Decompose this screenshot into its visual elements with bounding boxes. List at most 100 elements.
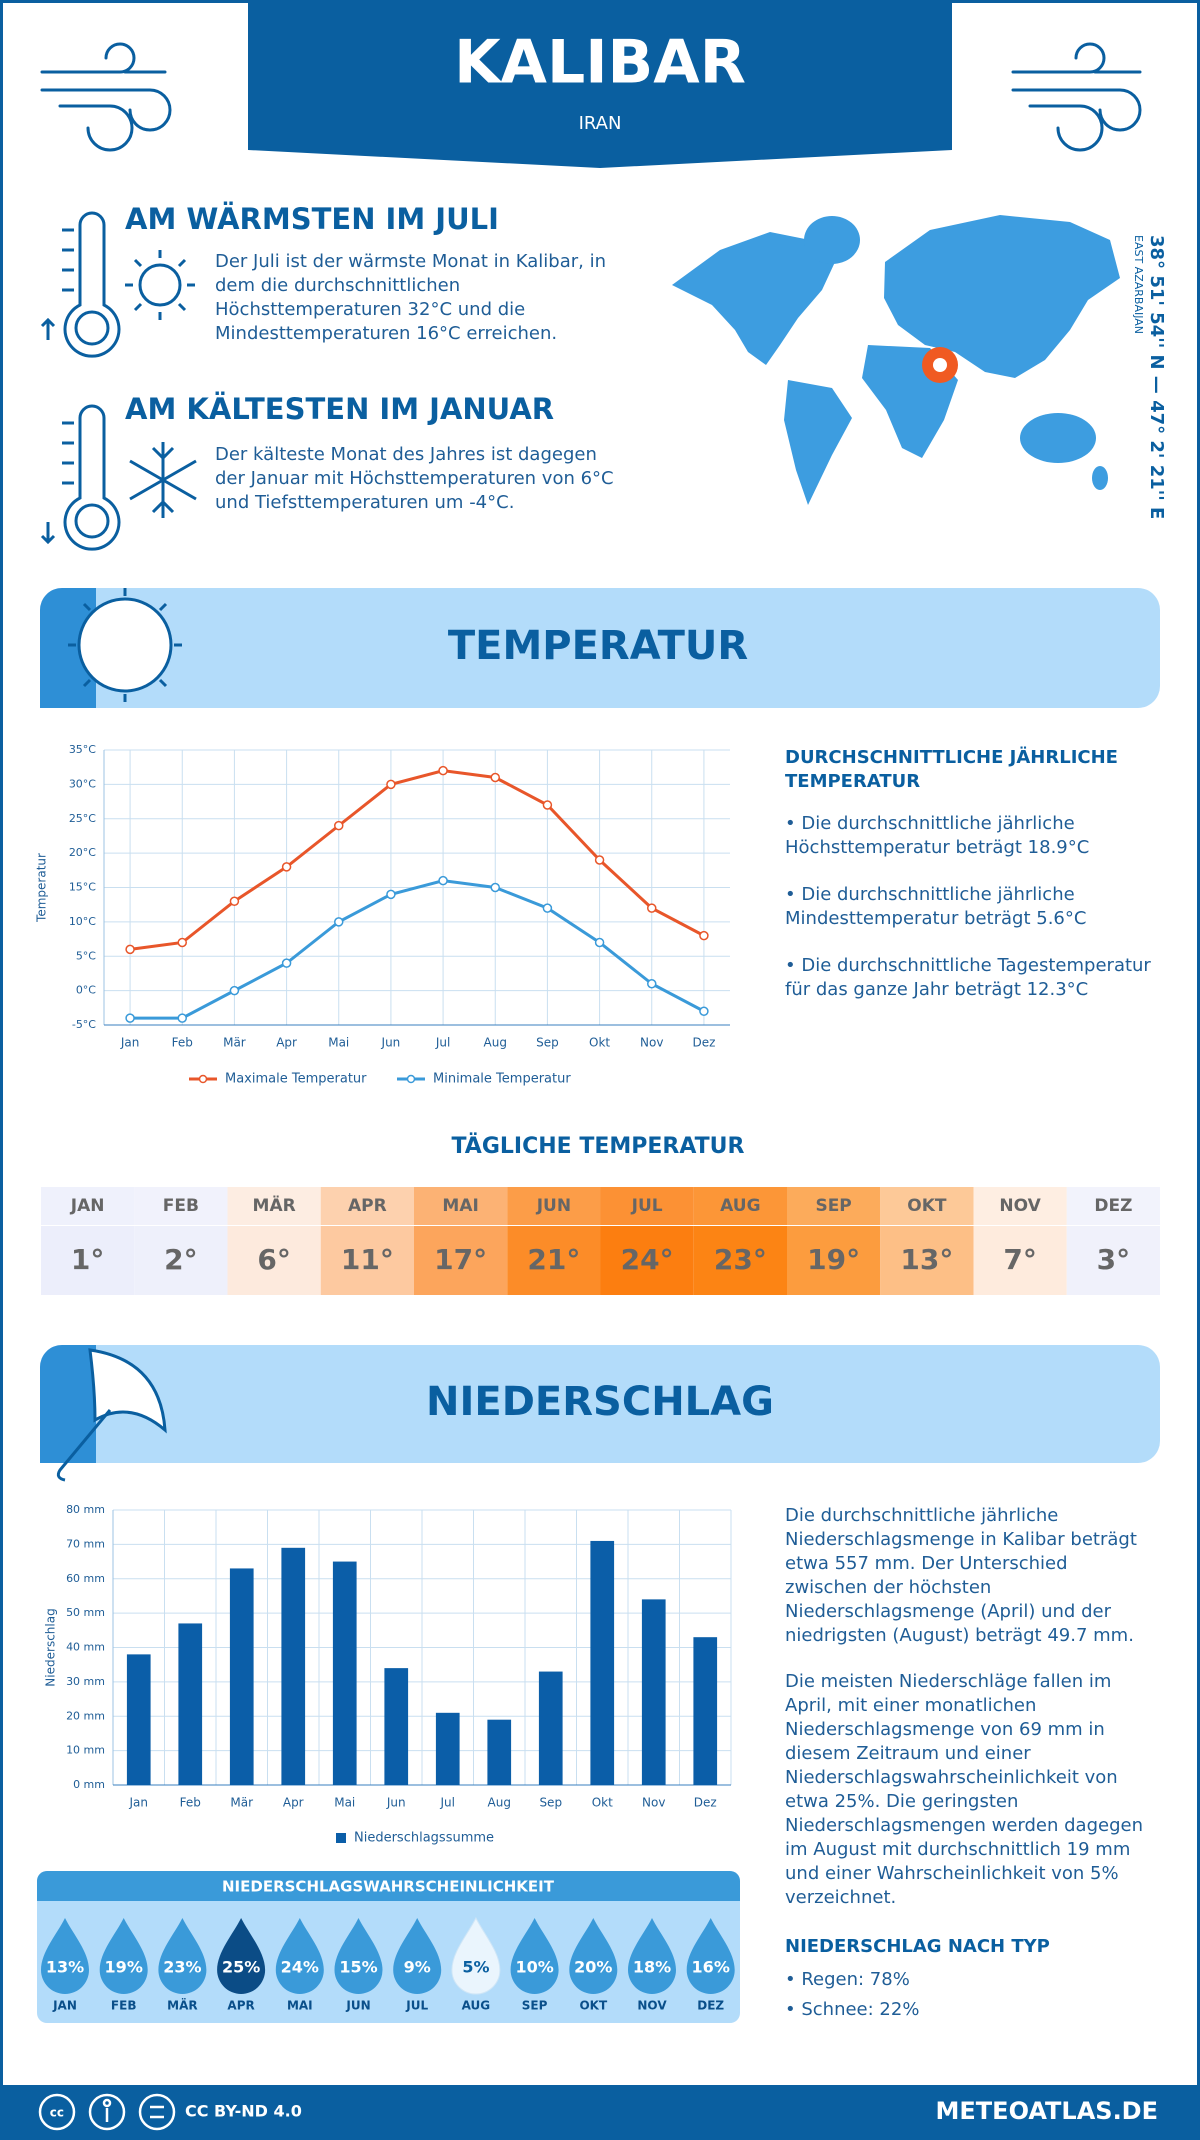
y-tick-label: -5°C xyxy=(72,1018,96,1031)
y-tick-label: 35°C xyxy=(69,743,96,756)
x-tick-label: Mai xyxy=(328,1036,349,1050)
temperature-banner xyxy=(40,588,1160,708)
sun-icon xyxy=(68,588,182,702)
probability-drop xyxy=(628,1918,676,1994)
table-value-cell xyxy=(973,1226,1067,1295)
probability-month: DEZ xyxy=(697,1999,724,2013)
thermometer-warm-icon xyxy=(40,211,195,358)
probability-month: OKT xyxy=(579,1999,608,2013)
table-value-cell xyxy=(507,1226,601,1295)
x-tick-label: Sep xyxy=(536,1036,559,1050)
data-point xyxy=(334,820,344,831)
probability-month: AUG xyxy=(462,1999,491,2013)
probability-value: 18% xyxy=(633,1958,671,1977)
x-tick-label: Mär xyxy=(223,1036,246,1050)
y-tick-label: 50 mm xyxy=(66,1606,105,1619)
y-tick-label: 10°C xyxy=(69,915,96,928)
y-tick-label: 20 mm xyxy=(66,1709,105,1722)
data-point xyxy=(438,765,448,776)
data-point xyxy=(594,855,605,865)
table-value-cell xyxy=(1066,1226,1160,1295)
probability-month: FEB xyxy=(111,1999,137,2013)
summary-item: • Die durchschnittliche jährliche Höchst… xyxy=(785,813,1090,858)
city-title: KALIBAR xyxy=(454,28,746,98)
data-point xyxy=(386,889,396,900)
probability-value: 23% xyxy=(163,1958,201,1977)
summary-item: • Die durchschnittliche jährliche Mindes… xyxy=(785,884,1087,929)
probability-title: NIEDERSCHLAGSWAHRSCHEINLICHKEIT xyxy=(222,1878,555,1896)
table-header-cell xyxy=(693,1187,787,1225)
probability-value: 13% xyxy=(46,1958,84,1977)
data-point xyxy=(490,882,500,893)
data-point xyxy=(594,937,605,948)
data-point xyxy=(177,937,187,948)
table-header-cell xyxy=(414,1187,508,1225)
table-value: 17° xyxy=(434,1243,487,1276)
probability-month: APR xyxy=(227,1999,254,2013)
data-point xyxy=(229,896,240,906)
section-title: NIEDERSCHLAG xyxy=(426,1379,774,1425)
table-header-cell xyxy=(320,1187,414,1225)
probability-month: MÄR xyxy=(167,1998,197,2013)
data-point xyxy=(490,772,500,783)
y-tick-label: 40 mm xyxy=(66,1641,105,1654)
table-month: APR xyxy=(348,1196,387,1216)
warmest-text: Der Juli ist der wärmste Monat in Kaliba… xyxy=(215,251,606,344)
coldest-title: AM KÄLTESTEN IM JANUAR xyxy=(125,392,555,426)
table-value-cell xyxy=(227,1226,321,1295)
section-title: TEMPERATUR xyxy=(448,623,748,669)
x-tick-label: Jul xyxy=(440,1796,455,1810)
data-point xyxy=(125,1013,135,1023)
probability-drop xyxy=(99,1918,148,1994)
x-tick-label: Aug xyxy=(484,1036,507,1050)
footer-bar xyxy=(0,2085,1200,2140)
table-month: MÄR xyxy=(253,1194,296,1216)
table-value: 21° xyxy=(527,1243,580,1276)
site-name[interactable]: METEOATLAS.DE xyxy=(936,2097,1158,2125)
license-icons xyxy=(38,2093,176,2131)
y-axis-label: Temperatur xyxy=(35,853,49,923)
x-tick-label: Jun xyxy=(386,1796,406,1810)
table-value-cell xyxy=(880,1226,974,1295)
probability-drop xyxy=(275,1918,324,1994)
table-value-cell xyxy=(320,1226,414,1295)
wind-icon xyxy=(1011,42,1142,152)
legend-swatch xyxy=(336,1833,346,1843)
x-tick-label: Mär xyxy=(230,1796,253,1810)
probability-drop xyxy=(334,1918,383,1994)
probability-value: 19% xyxy=(105,1958,143,1977)
x-tick-label: Nov xyxy=(640,1036,663,1050)
country-subtitle: IRAN xyxy=(579,113,622,134)
umbrella-icon xyxy=(56,1348,167,1482)
legend-swatch-point xyxy=(198,1074,208,1084)
data-point xyxy=(647,979,657,989)
cc-mark: cc xyxy=(50,2106,64,2120)
x-tick-label: Apr xyxy=(283,1796,304,1810)
data-point xyxy=(177,1013,187,1023)
x-tick-label: Apr xyxy=(276,1036,297,1050)
y-tick-label: 15°C xyxy=(69,881,96,894)
probability-month: NOV xyxy=(637,1999,667,2013)
x-tick-label: Okt xyxy=(592,1796,613,1810)
table-value: 3° xyxy=(1097,1243,1130,1276)
legend-swatch-point xyxy=(406,1074,416,1084)
data-point xyxy=(542,903,553,913)
data-point xyxy=(334,917,344,927)
table-value: 19° xyxy=(807,1243,860,1276)
probability-value: 24% xyxy=(281,1958,319,1977)
table-header-cell xyxy=(600,1187,694,1225)
table-month: MAI xyxy=(442,1196,478,1216)
table-value-cell xyxy=(41,1226,135,1295)
data-point xyxy=(542,800,553,810)
table-header-cell xyxy=(973,1187,1067,1225)
probability-month: JAN xyxy=(52,1999,77,2013)
table-value: 24° xyxy=(621,1243,674,1276)
probability-value: 10% xyxy=(515,1958,553,1977)
y-tick-label: 30°C xyxy=(69,777,96,790)
x-tick-label: Feb xyxy=(172,1036,193,1050)
bar xyxy=(126,1654,151,1785)
probability-value: 25% xyxy=(222,1958,260,1977)
probability-month: JUL xyxy=(405,1999,428,2013)
table-month: AUG xyxy=(720,1196,760,1216)
